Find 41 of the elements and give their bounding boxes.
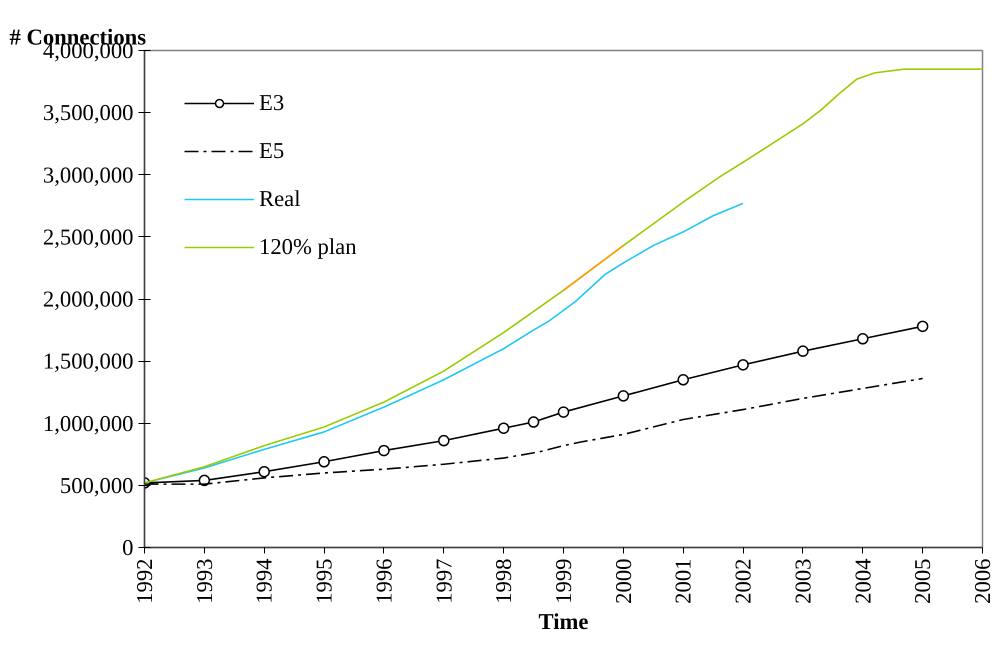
y-tick-label: 2,500,000	[42, 224, 134, 250]
point	[498, 422, 510, 434]
x-tick-label: 2000	[610, 558, 636, 604]
legend-label: E5	[259, 138, 284, 164]
x-tick-label: 2003	[790, 558, 816, 604]
x-tick-label: 2006	[970, 558, 995, 604]
y-tick-label: 1,500,000	[42, 348, 134, 374]
point	[857, 333, 869, 344]
x-tick-label: 1992	[132, 558, 157, 604]
x-tick-label: 2005	[910, 558, 936, 604]
point	[797, 345, 809, 357]
y-tick-label: 3,500,000	[42, 100, 134, 126]
point	[916, 320, 928, 332]
x-tick-label: 2002	[730, 558, 756, 604]
point	[438, 434, 450, 446]
point	[528, 416, 540, 428]
legend-label: Real	[259, 186, 301, 212]
x-tick-label: 1997	[431, 558, 456, 604]
x-tick-label: 2004	[850, 558, 876, 604]
point	[737, 359, 749, 371]
point	[378, 444, 390, 456]
point	[677, 374, 689, 386]
x-tick-label: 1998	[491, 558, 516, 604]
x-tick-label: 1996	[371, 558, 396, 604]
y-tick-label: 0	[122, 535, 134, 560]
x-axis-title: Time	[538, 608, 588, 634]
y-tick-label: 1,000,000	[42, 410, 134, 436]
y-tick-label: 3,000,000	[42, 162, 134, 188]
point	[618, 390, 630, 402]
point	[258, 466, 270, 478]
point	[318, 456, 330, 468]
x-tick-label: 1999	[551, 558, 576, 604]
x-tick-label: 1993	[192, 558, 217, 604]
x-tick-label: 1994	[252, 558, 277, 604]
point	[558, 406, 570, 418]
y-tick-label: 2,000,000	[42, 286, 134, 312]
y-tick-label: 500,000	[60, 472, 134, 498]
x-tick-label: 1995	[312, 558, 337, 604]
legend-label: 120% plan	[259, 234, 357, 260]
x-tick-label: 2001	[670, 558, 696, 604]
legend-label: E3	[259, 90, 284, 116]
